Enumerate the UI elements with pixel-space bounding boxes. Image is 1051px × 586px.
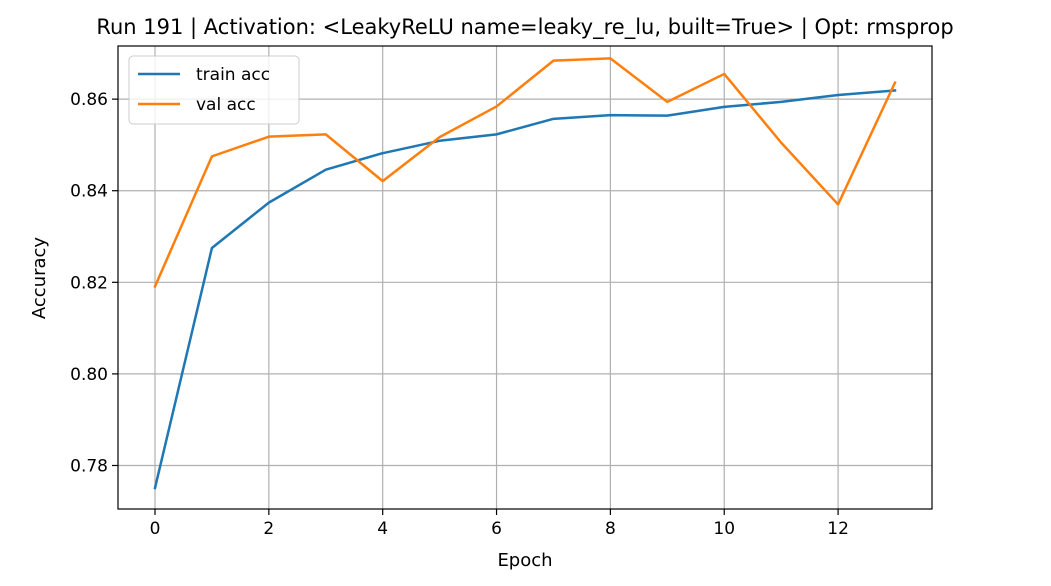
x-tick-label: 10 bbox=[713, 519, 735, 539]
y-tick-label: 0.86 bbox=[70, 90, 108, 110]
x-tick-label: 8 bbox=[605, 519, 616, 539]
x-tick-label: 2 bbox=[263, 519, 274, 539]
plot-frame bbox=[117, 45, 933, 510]
series-line-train-acc bbox=[153, 89, 897, 490]
y-tick-label: 0.84 bbox=[70, 182, 108, 202]
y-tick-label: 0.78 bbox=[70, 456, 108, 476]
axis-ticks: 0 2 4 6 8 10 12 0.78 0.80 0.82 0.84 0.86 bbox=[70, 90, 849, 539]
x-tick-label: 6 bbox=[491, 519, 502, 539]
x-tick-label: 0 bbox=[150, 519, 161, 539]
x-axis-label: Epoch bbox=[497, 550, 552, 571]
legend-label-train-acc: train acc bbox=[196, 65, 270, 85]
y-tick-label: 0.80 bbox=[70, 365, 108, 385]
x-tick-label: 4 bbox=[377, 519, 388, 539]
y-axis-label: Accuracy bbox=[29, 237, 50, 320]
x-tick-label: 12 bbox=[827, 519, 849, 539]
chart-title: Run 191 | Activation: <LeakyReLU name=le… bbox=[96, 15, 953, 40]
series-lines bbox=[153, 57, 897, 490]
legend-label-val-acc: val acc bbox=[196, 95, 256, 115]
y-tick-label: 0.82 bbox=[70, 273, 108, 293]
legend: train acc val acc bbox=[128, 55, 300, 125]
series-line-val-acc bbox=[153, 57, 897, 289]
grid bbox=[118, 46, 932, 509]
